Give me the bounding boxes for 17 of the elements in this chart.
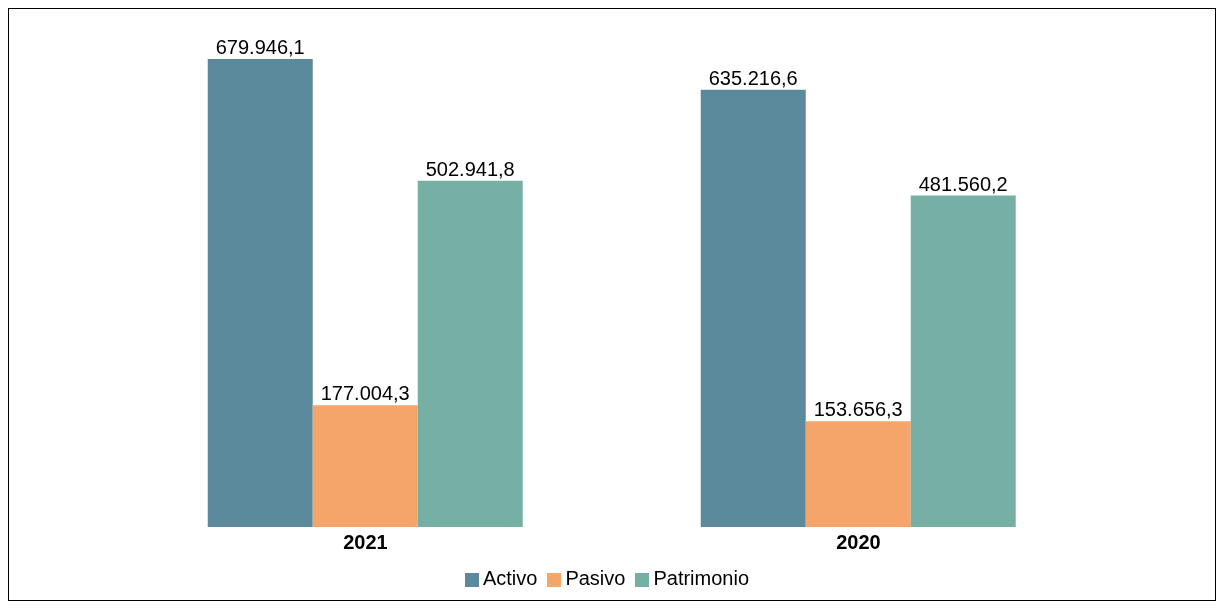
bar [805,421,911,527]
data-label: 153.656,3 [813,398,903,421]
legend-label: Activo [482,567,538,589]
bar [312,405,418,527]
data-label: 177.004,3 [320,382,410,405]
bar [417,180,523,527]
bar [910,195,1016,527]
data-label: 679.946,1 [215,36,305,58]
x-tick-label: 2020 [836,531,881,554]
x-tick-label: 2021 [343,531,388,554]
data-label: 502.941,8 [425,157,515,180]
bar [207,59,313,527]
bar [700,89,806,527]
data-label: 481.560,2 [918,172,1008,195]
legend-label: Pasivo [565,567,626,589]
legend-label: Patrimonio [653,567,750,589]
data-label: 635.216,6 [708,66,798,89]
